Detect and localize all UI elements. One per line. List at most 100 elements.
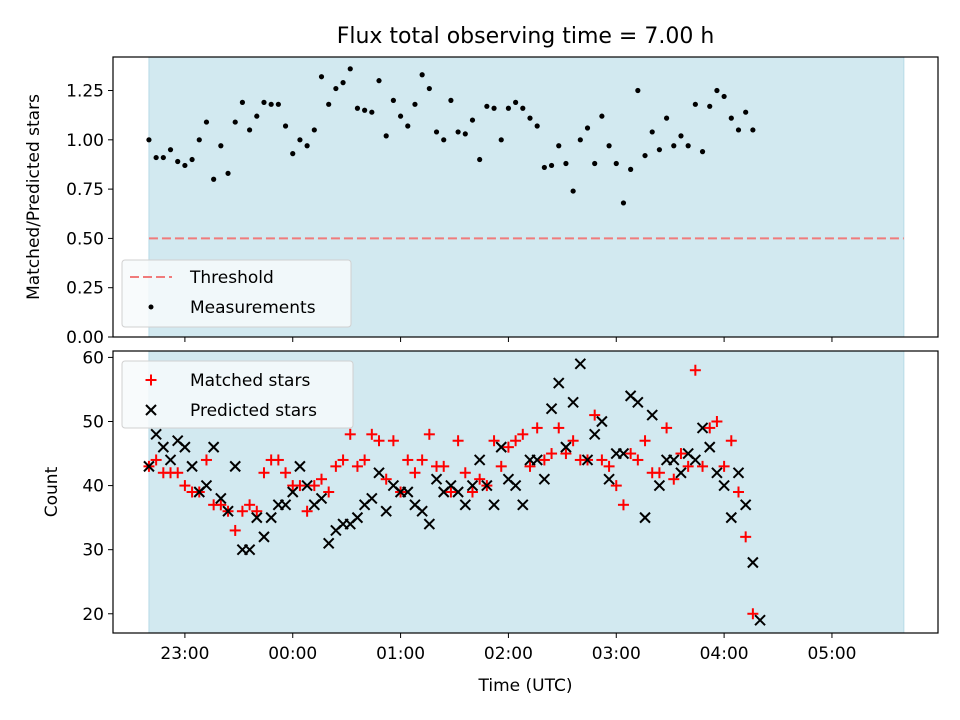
measurement-point: [196, 137, 202, 143]
matched-star-marker: [718, 460, 730, 472]
measurement-point: [318, 74, 325, 80]
measurement-point: [628, 166, 634, 172]
matched-star-marker: [675, 448, 687, 460]
predicted-star-marker: [639, 511, 651, 524]
predicted-star-marker: [243, 543, 256, 556]
predicted-star-marker: [603, 473, 615, 485]
measurement-point: [635, 87, 641, 94]
predicted-star-marker: [725, 511, 738, 524]
measurement-point: [477, 156, 483, 163]
matched-star-marker: [653, 467, 665, 479]
predicted-star-marker: [488, 499, 500, 511]
predicted-star-marker: [574, 358, 587, 370]
matched-star-marker: [697, 460, 709, 472]
measurement-point: [247, 127, 253, 133]
predicted-star-marker: [545, 402, 558, 415]
x-tick-label: 23:00: [160, 644, 209, 664]
predicted-star-marker: [473, 454, 486, 466]
measurement-point: [649, 129, 655, 135]
measurement-point: [426, 85, 432, 92]
matched-star-marker: [689, 364, 701, 376]
matched-star-marker: [553, 422, 565, 434]
predicted-star-marker: [287, 486, 299, 498]
measurement-point: [699, 149, 706, 155]
matched-star-marker: [330, 460, 342, 472]
measurement-point: [397, 113, 404, 119]
measurement-point: [326, 101, 332, 107]
measurement-point: [743, 109, 749, 115]
matched-star-marker: [603, 460, 615, 472]
measurement-point: [239, 99, 246, 105]
matched-star-marker: [474, 473, 486, 485]
measurement-point: [347, 66, 353, 72]
predicted-star-marker: [229, 460, 241, 473]
matched-star-marker: [560, 448, 572, 460]
matched-star-marker: [682, 460, 694, 472]
predicted-star-marker: [689, 454, 702, 466]
measurement-point: [491, 105, 497, 111]
matched-star-marker: [625, 448, 637, 460]
measurement-point: [175, 158, 181, 165]
matched-star-marker: [380, 473, 392, 485]
bottom-y-tick-label: 50: [82, 413, 104, 433]
matched-star-marker: [373, 435, 385, 447]
measurement-point: [297, 137, 303, 143]
x-axis-label: Time (UTC): [478, 676, 573, 696]
measurement-point: [261, 99, 267, 105]
predicted-star-marker: [675, 467, 687, 479]
measurement-point: [218, 143, 224, 149]
measurement-point: [182, 162, 188, 169]
bottom-legend-box: [121, 360, 354, 429]
predicted-star-marker: [251, 511, 263, 524]
matched-star-marker: [423, 428, 435, 440]
predicted-star-marker: [150, 428, 162, 441]
predicted-star-marker: [711, 467, 723, 479]
matched-star-marker: [294, 480, 306, 492]
matched-star-marker: [179, 480, 191, 492]
predicted-star-marker: [157, 441, 170, 453]
top-legend-box: [121, 259, 352, 328]
x-tick-label: 03:00: [592, 644, 641, 664]
top-y-ticks: 0.00 0.25 0.50 0.75 1.00 1.25: [66, 82, 113, 348]
predicted-star-marker: [696, 422, 709, 434]
matched-star-marker: [466, 486, 478, 498]
measurement-point: [254, 113, 260, 119]
matched-star-marker: [351, 460, 363, 472]
bottom-y-axis-label: Count: [42, 466, 62, 517]
measurement-point: [433, 129, 440, 135]
measurement-point: [505, 105, 512, 111]
measurement-point: [484, 103, 490, 109]
x-tick-label: 02:00: [484, 644, 533, 664]
chart-title: Flux total observing time = 7.00 h: [337, 24, 715, 49]
measurement-point: [441, 137, 447, 143]
measurement-point: [750, 127, 756, 133]
bottom-x-ticks: 23:00 00:00 01:00 02:00 03:00 04:00 05:00: [160, 633, 856, 664]
matched-star-marker: [538, 454, 550, 466]
matched-star-marker: [366, 428, 378, 440]
bottom-y-tick-label: 60: [82, 348, 104, 368]
matched-star-marker: [617, 499, 629, 511]
measurement-point: [548, 162, 555, 169]
matched-star-marker: [251, 505, 263, 517]
legend-matched-label: Matched stars: [190, 371, 310, 391]
predicted-star-marker: [207, 441, 220, 453]
predicted-star-marker: [366, 492, 378, 505]
predicted-star-marker: [704, 441, 716, 453]
predicted-star-marker: [567, 396, 579, 408]
measurement-point: [340, 80, 346, 86]
measurement-point: [541, 164, 547, 171]
matched-star-marker: [639, 435, 651, 447]
matched-star-marker: [459, 467, 471, 479]
bottom-y-ticks: 20 30 40 50 60: [82, 348, 113, 625]
predicted-star-marker: [509, 479, 522, 492]
predicted-star-marker: [531, 454, 543, 466]
predicted-star-marker: [186, 460, 198, 473]
bottom-panel: 20 30 40 50 60 23:00 00:00 01:00 02:00 03:00 04:0…: [42, 348, 939, 696]
predicted-star-marker: [538, 473, 551, 485]
measurement-point: [405, 123, 411, 129]
measurement-point: [167, 147, 174, 153]
measurement-point: [203, 119, 210, 125]
matched-star-marker: [711, 416, 723, 427]
x-tick-label: 01:00: [376, 644, 425, 664]
matched-star-marker: [531, 422, 543, 434]
